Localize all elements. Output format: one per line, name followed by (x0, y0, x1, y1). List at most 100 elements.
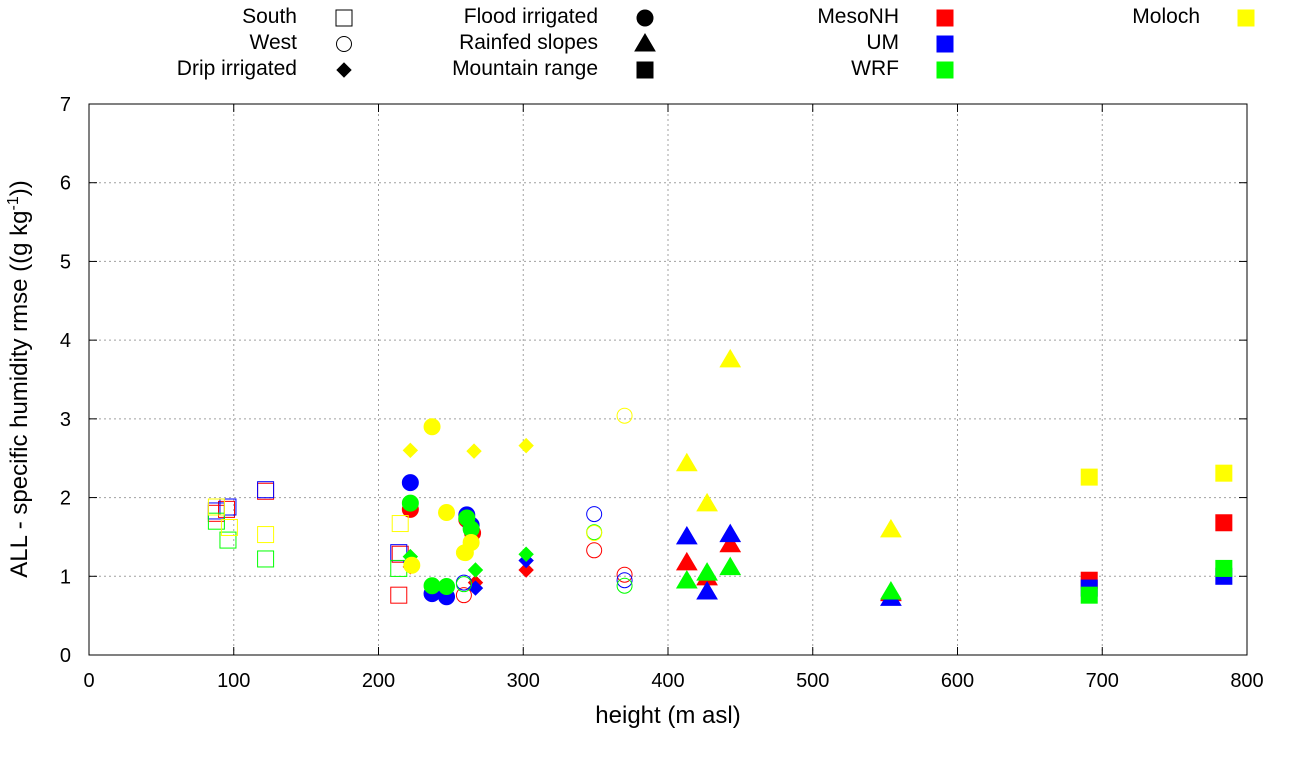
y-tick-label: 2 (60, 488, 71, 510)
data-point-triangle-filled (719, 556, 742, 576)
legend-model-swatch (1237, 9, 1255, 27)
legend-shape-label: Rainfed slopes (459, 31, 598, 54)
data-point-triangle-filled (675, 452, 698, 472)
data-point-square-open (207, 512, 225, 530)
legend-shape-marker-diamond (336, 62, 352, 78)
series-um (207, 474, 1233, 606)
legend-model-swatch (936, 35, 954, 53)
legend-shape-marker-circle (336, 36, 352, 52)
legend-shape-label: West (250, 31, 298, 54)
data-point-square-filled (1215, 464, 1233, 482)
y-tick-label: 7 (60, 94, 71, 116)
legend-shape-marker-square (636, 61, 654, 79)
data-point-circle-filled (401, 474, 419, 492)
data-point-square-open (390, 586, 408, 604)
data-point-circle-filled (438, 504, 456, 522)
data-point-square-filled (1080, 586, 1098, 604)
data-point-square-open (257, 526, 275, 544)
y-axis-title-superscript: -1 (5, 196, 22, 210)
data-point-square-open (391, 515, 409, 533)
data-point-circle-filled (438, 578, 456, 596)
data-point-square-open (207, 498, 225, 516)
x-tick-label: 400 (651, 670, 684, 692)
data-point-square-filled (1215, 559, 1233, 577)
data-point-triangle-filled (675, 525, 698, 545)
data-point-square-open (219, 498, 237, 516)
y-axis-title-end: )) (6, 180, 33, 196)
data-point-triangle-filled (880, 518, 902, 538)
data-point-circle-open (586, 524, 603, 541)
data-point-triangle-filled (719, 348, 742, 368)
x-axis-title: height (m asl) (595, 702, 740, 729)
data-point-triangle-filled (675, 570, 698, 589)
data-point-triangle-filled (696, 492, 718, 512)
data-point-circle-open (616, 566, 633, 583)
x-tick-label: 0 (83, 670, 94, 692)
data-point-triangle-filled (696, 562, 718, 581)
x-tick-label: 600 (941, 670, 974, 692)
legend-shape-label: South (242, 5, 297, 28)
legend-model-label: Moloch (1132, 5, 1200, 28)
legend-shape-label: Mountain range (452, 57, 598, 80)
data-point-circle-open (455, 587, 472, 604)
y-tick-label: 3 (60, 409, 71, 431)
x-tick-label: 700 (1086, 670, 1119, 692)
axis-ticks: 0 100 200 300 400 500 600 700 800 0 1 2 3 4 5 6 7 (60, 94, 1264, 692)
data-point-circle-filled (423, 577, 441, 595)
data-point-diamond-filled (518, 562, 534, 578)
data-point-square-filled (1215, 514, 1233, 532)
data-point-circle-open (586, 506, 603, 523)
x-tick-label: 100 (217, 670, 250, 692)
data-point-square-open (257, 550, 275, 568)
data-point-triangle-filled (880, 581, 902, 600)
legend-model-swatch (936, 9, 954, 27)
data-point-triangle-filled (675, 551, 698, 571)
data-point-square-open (220, 518, 238, 536)
data-point-circle-open (616, 577, 633, 594)
grid-lines (89, 104, 1247, 655)
data-point-circle-open (586, 524, 603, 541)
data-point-square-filled (1080, 468, 1098, 486)
data-point-circle-open (616, 407, 633, 424)
data-point-circle-open (455, 576, 472, 593)
data-point-square-open (219, 531, 237, 549)
data-point-triangle-filled (719, 533, 742, 553)
y-tick-label: 4 (60, 330, 71, 352)
y-tick-label: 1 (60, 566, 71, 588)
data-point-square-open (218, 500, 236, 518)
legend-model-label: MesoNH (817, 5, 899, 28)
x-tick-label: 300 (507, 670, 540, 692)
legend-shape-label: Drip irrigated (177, 57, 297, 80)
series-wrf (207, 494, 1233, 604)
data-point-triangle-filled (696, 581, 718, 600)
x-tick-label: 200 (362, 670, 395, 692)
data-point-circle-filled (423, 418, 441, 436)
data-point-diamond-filled (518, 437, 534, 454)
y-tick-label: 5 (60, 251, 71, 273)
legend: South West Drip irrigated Flood irrigated Ra… (177, 5, 1255, 80)
legend-model-label: WRF (851, 57, 899, 80)
data-point-diamond-filled (402, 442, 419, 459)
data-point-triangle-filled (719, 523, 742, 543)
series-mesonh (207, 482, 1233, 604)
series-moloch (207, 348, 1233, 574)
data-point-circle-open (586, 542, 603, 559)
data-points (207, 348, 1233, 606)
x-tick-label: 500 (796, 670, 829, 692)
legend-model-label: UM (866, 31, 899, 54)
data-point-circle-open (616, 572, 633, 589)
y-axis-title-main: ALL - specific humidity rmse ((g kg (6, 211, 33, 578)
legend-shape-marker-square (335, 9, 353, 27)
data-point-diamond-filled (518, 546, 534, 562)
data-point-square-open (257, 481, 275, 499)
y-tick-label: 0 (60, 645, 71, 667)
data-point-diamond-filled (466, 443, 482, 459)
data-point-circle-filled (401, 494, 419, 512)
y-tick-label: 6 (60, 173, 71, 195)
data-point-square-open (257, 482, 275, 500)
y-axis-title: ALL - specific humidity rmse ((g kg-1)) (5, 180, 33, 577)
x-tick-label: 800 (1230, 670, 1263, 692)
data-point-circle-filled (462, 533, 480, 551)
legend-model-swatch (936, 61, 954, 79)
